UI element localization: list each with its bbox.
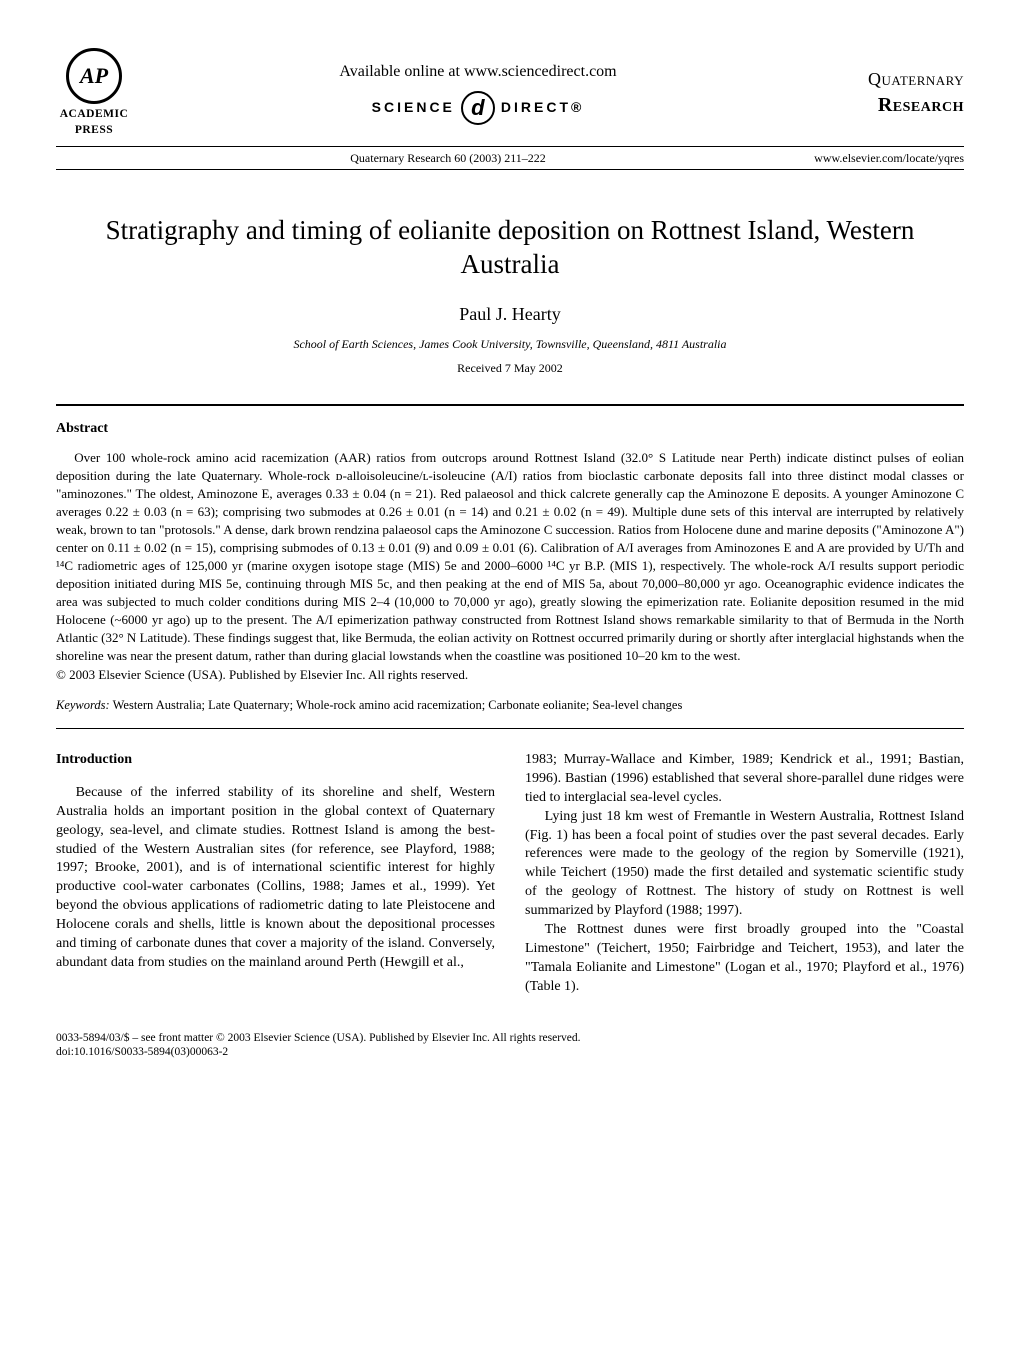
ap-logo-icon: AP bbox=[66, 48, 122, 104]
footer-line1: 0033-5894/03/$ – see front matter © 2003… bbox=[56, 1031, 964, 1046]
sciencedirect-logo: SCIENCE d DIRECT® bbox=[372, 91, 585, 125]
body-columns: Introduction Because of the inferred sta… bbox=[56, 751, 964, 997]
journal-reference: Quaternary Research 60 (2003) 211–222 bbox=[132, 150, 764, 166]
available-online-text: Available online at www.sciencedirect.co… bbox=[132, 61, 824, 83]
intro-paragraph-1-cont: 1983; Murray-Wallace and Kimber, 1989; K… bbox=[525, 751, 964, 808]
keywords-row: Keywords: Western Australia; Late Quater… bbox=[56, 697, 964, 714]
abstract-text: Over 100 whole-rock amino acid racemizat… bbox=[56, 449, 964, 664]
introduction-heading: Introduction bbox=[56, 751, 495, 770]
intro-paragraph-1: Because of the inferred stability of its… bbox=[56, 784, 495, 973]
author-name: Paul J. Hearty bbox=[56, 302, 964, 326]
keywords-text: Western Australia; Late Quaternary; Whol… bbox=[113, 698, 683, 712]
journal-url: www.elsevier.com/locate/yqres bbox=[764, 150, 964, 166]
author-affiliation: School of Earth Sciences, James Cook Uni… bbox=[56, 336, 964, 352]
publisher-name-line2: PRESS bbox=[75, 123, 113, 139]
column-right: 1983; Murray-Wallace and Kimber, 1989; K… bbox=[525, 751, 964, 997]
column-left: Introduction Because of the inferred sta… bbox=[56, 751, 495, 997]
publisher-logo: AP ACADEMIC PRESS bbox=[56, 48, 132, 138]
brand-line2: Research bbox=[824, 92, 964, 119]
keywords-label: Keywords: bbox=[56, 698, 110, 712]
copyright-line: © 2003 Elsevier Science (USA). Published… bbox=[56, 666, 964, 684]
abstract-body: Over 100 whole-rock amino acid racemizat… bbox=[56, 449, 964, 664]
header-center: Available online at www.sciencedirect.co… bbox=[132, 61, 824, 125]
brand-line1: Quaternary bbox=[824, 67, 964, 91]
sd-right-text: DIRECT® bbox=[501, 98, 584, 117]
publisher-name-line1: ACADEMIC bbox=[60, 107, 129, 123]
abstract-heading: Abstract bbox=[56, 420, 964, 439]
rule-above-abstract bbox=[56, 404, 964, 406]
sd-left-text: SCIENCE bbox=[372, 98, 455, 117]
header: AP ACADEMIC PRESS Available online at ww… bbox=[56, 48, 964, 138]
footer-line2: doi:10.1016/S0033-5894(03)00063-2 bbox=[56, 1045, 964, 1060]
intro-paragraph-2: Lying just 18 km west of Fremantle in We… bbox=[525, 808, 964, 921]
header-strip: Quaternary Research 60 (2003) 211–222 ww… bbox=[56, 146, 964, 170]
sd-glyph-icon: d bbox=[461, 91, 495, 125]
received-date: Received 7 May 2002 bbox=[56, 360, 964, 376]
intro-paragraph-3: The Rottnest dunes were first broadly gr… bbox=[525, 921, 964, 997]
footer: 0033-5894/03/$ – see front matter © 2003… bbox=[56, 1031, 964, 1061]
rule-below-keywords bbox=[56, 728, 964, 729]
publisher-logo-letters: AP bbox=[80, 61, 108, 91]
journal-brand: Quaternary Research bbox=[824, 67, 964, 118]
article-title: Stratigraphy and timing of eolianite dep… bbox=[56, 214, 964, 282]
